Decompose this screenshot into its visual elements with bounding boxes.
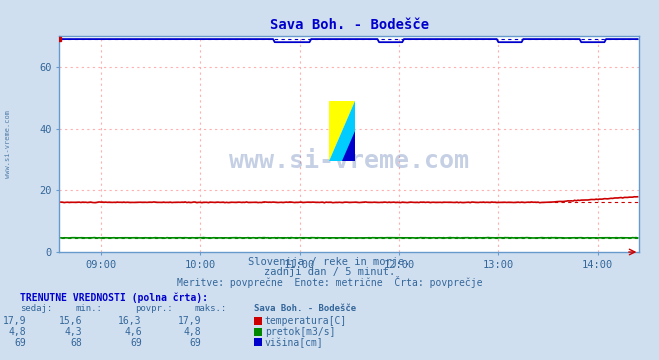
Text: www.si-vreme.com: www.si-vreme.com (229, 149, 469, 173)
Text: 17,9: 17,9 (177, 316, 201, 326)
Text: 4,8: 4,8 (183, 327, 201, 337)
Text: 69: 69 (130, 338, 142, 348)
Text: 16,3: 16,3 (118, 316, 142, 326)
Text: sedaj:: sedaj: (20, 305, 52, 314)
Text: TRENUTNE VREDNOSTI (polna črta):: TRENUTNE VREDNOSTI (polna črta): (20, 292, 208, 303)
Text: povpr.:: povpr.: (135, 305, 173, 314)
Text: min.:: min.: (76, 305, 103, 314)
Text: 69: 69 (14, 338, 26, 348)
Text: 4,6: 4,6 (124, 327, 142, 337)
Text: 4,3: 4,3 (65, 327, 82, 337)
Text: višina[cm]: višina[cm] (265, 337, 324, 348)
Text: 17,9: 17,9 (3, 316, 26, 326)
Text: Slovenija / reke in morje.: Slovenija / reke in morje. (248, 257, 411, 267)
Text: zadnji dan / 5 minut.: zadnji dan / 5 minut. (264, 267, 395, 278)
Text: maks.:: maks.: (194, 305, 227, 314)
Text: Sava Boh. - Bodešče: Sava Boh. - Bodešče (254, 305, 356, 314)
Text: 68: 68 (71, 338, 82, 348)
Text: temperatura[C]: temperatura[C] (265, 316, 347, 326)
Title: Sava Boh. - Bodešče: Sava Boh. - Bodešče (270, 18, 429, 32)
Text: 4,8: 4,8 (9, 327, 26, 337)
Text: 15,6: 15,6 (59, 316, 82, 326)
Text: Meritve: povprečne  Enote: metrične  Črta: povprečje: Meritve: povprečne Enote: metrične Črta:… (177, 276, 482, 288)
Text: pretok[m3/s]: pretok[m3/s] (265, 327, 335, 337)
Text: www.si-vreme.com: www.si-vreme.com (5, 110, 11, 178)
Text: 69: 69 (189, 338, 201, 348)
